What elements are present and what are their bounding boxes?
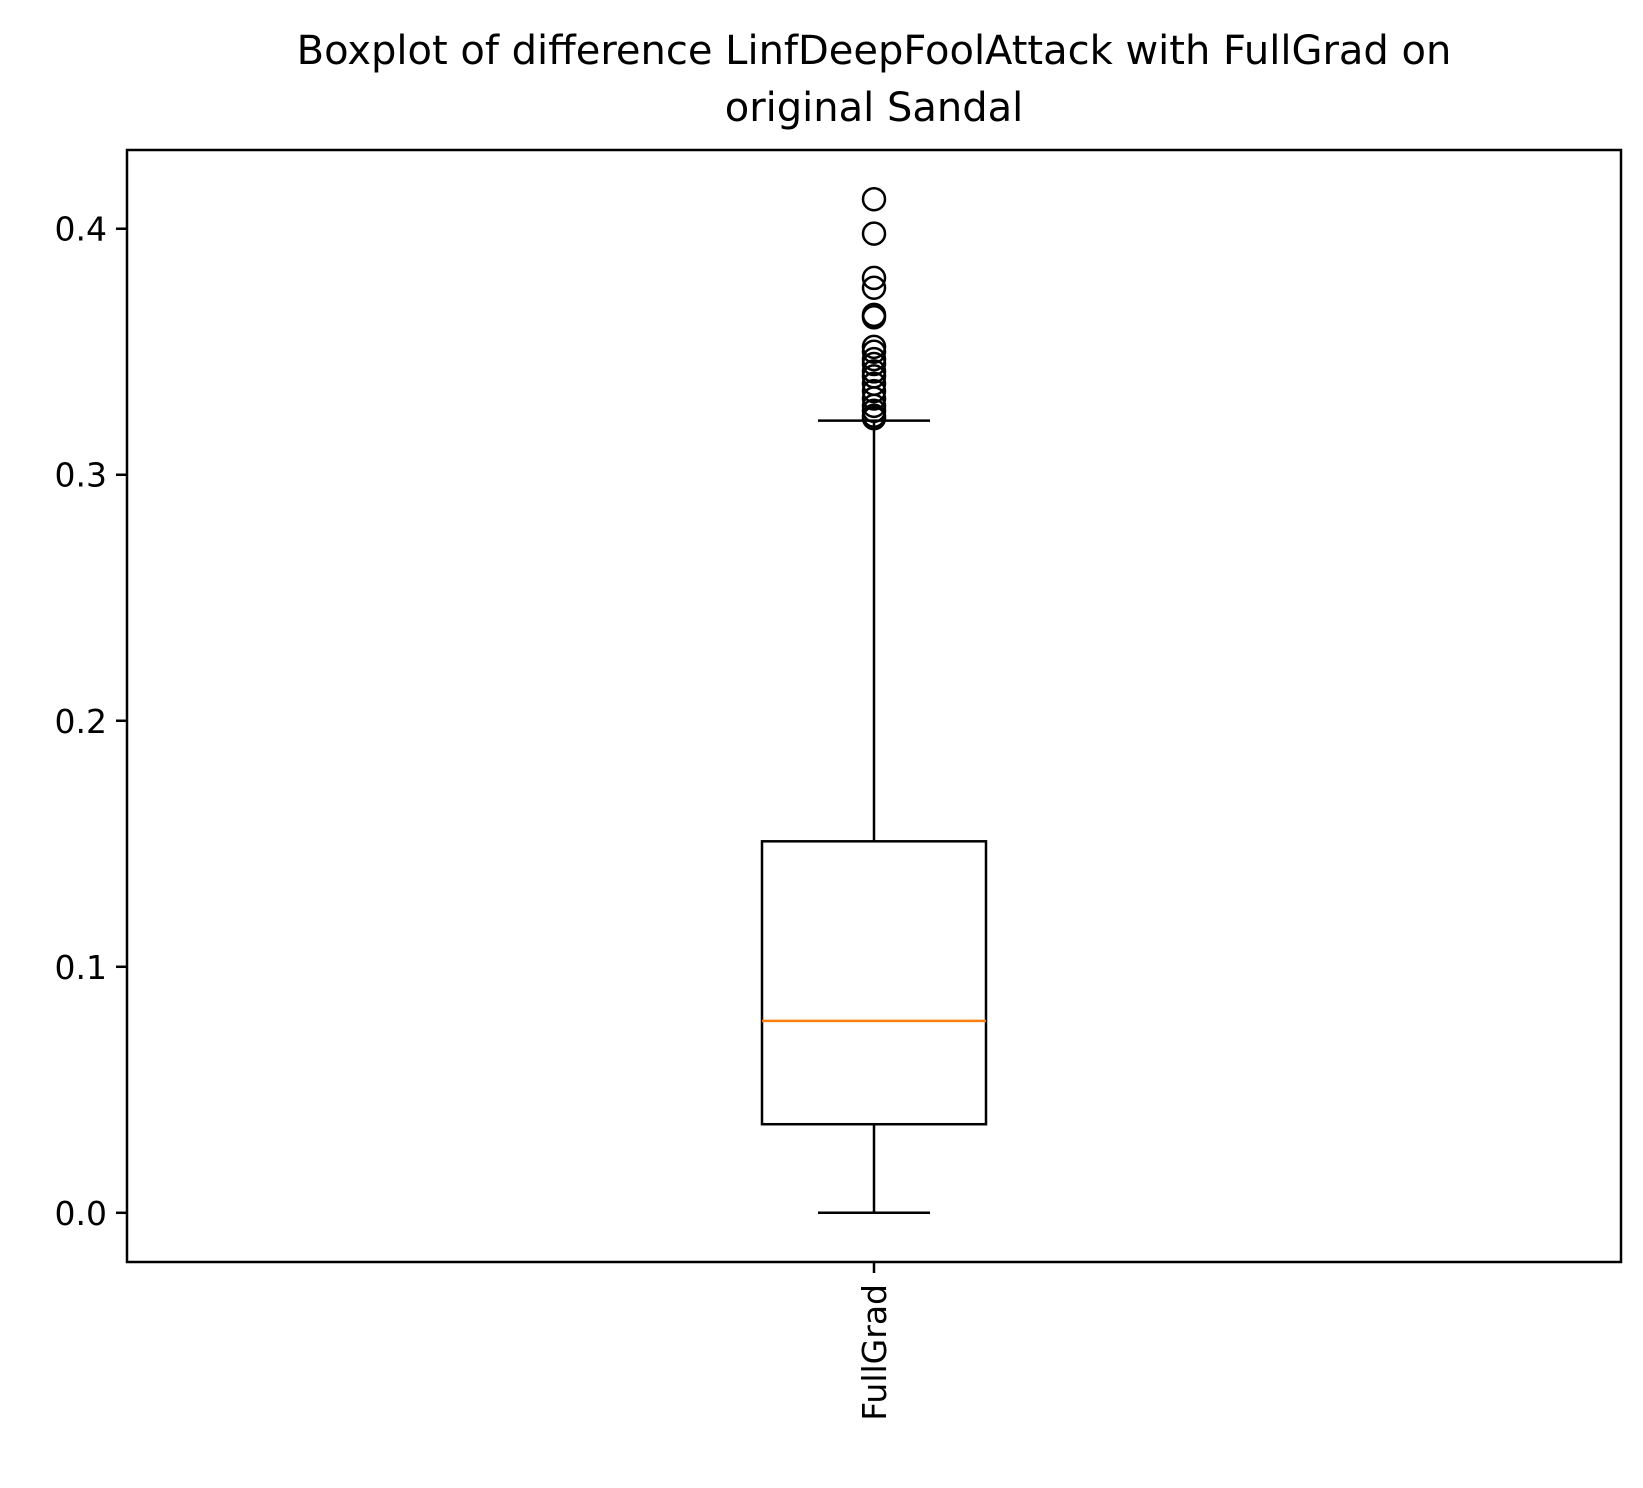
chart-title-line-2: original Sandal	[725, 85, 1024, 131]
outlier-point	[861, 351, 887, 377]
outlier-point	[861, 221, 887, 246]
x-tick-label: FullGrad	[855, 1284, 894, 1421]
outlier-point	[861, 386, 887, 411]
iqr-box	[760, 840, 988, 1126]
outlier-point	[861, 265, 887, 291]
y-tick-label: 0.4	[55, 210, 107, 249]
y-tick-label: 0.0	[55, 1194, 107, 1233]
outlier-point	[861, 378, 887, 404]
chart-title-line-1: Boxplot of difference LinfDeepFoolAttack…	[297, 28, 1452, 74]
outlier-point	[861, 305, 887, 330]
outlier-point	[861, 186, 887, 212]
outlier-point	[861, 405, 887, 431]
plot-area: 0.0 0.1 0.2 0.3 0.4 FullGrad	[55, 148, 1623, 1421]
y-tick-label: 0.2	[55, 702, 107, 741]
outlier-point	[861, 339, 887, 364]
outlier-point	[861, 275, 887, 301]
y-tick-label: 0.1	[55, 948, 107, 987]
y-tick-label: 0.3	[55, 456, 107, 495]
